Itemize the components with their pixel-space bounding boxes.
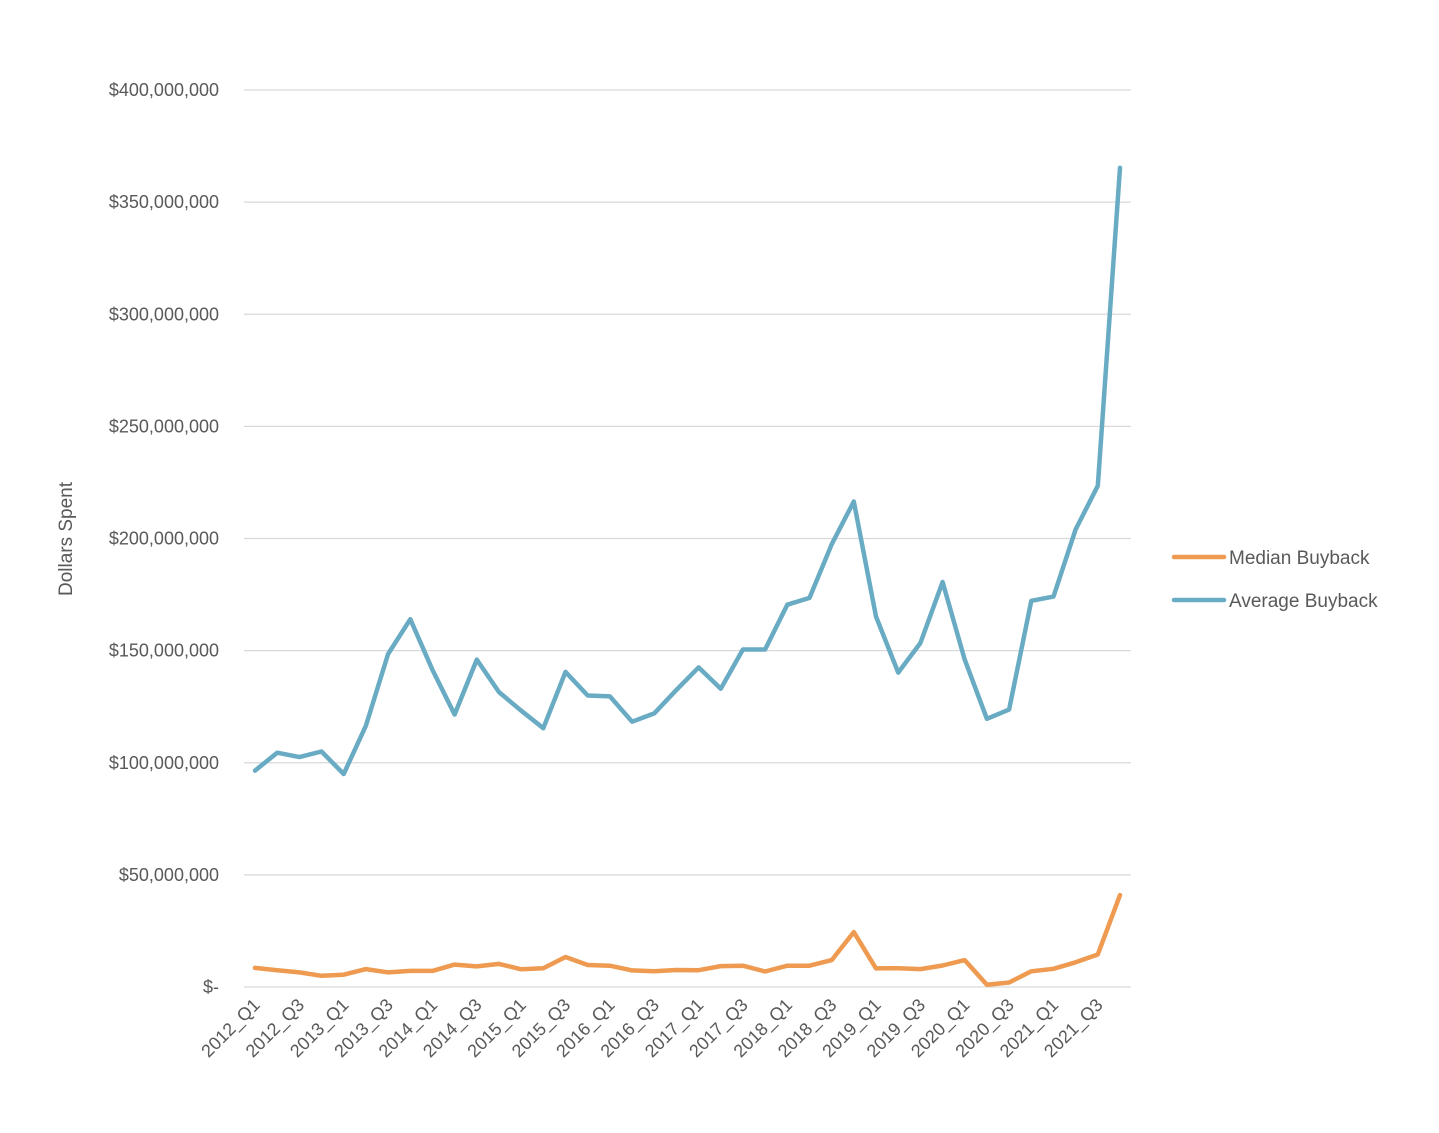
y-tick-label: $-: [203, 977, 219, 997]
y-tick-label: $250,000,000: [109, 416, 219, 436]
y-tick-label: $200,000,000: [109, 529, 219, 549]
gridlines: [244, 89, 1131, 988]
legend: Median Buyback Average Buyback: [1171, 548, 1378, 612]
series-lines: [252, 165, 1123, 988]
legend-label: Median Buyback: [1229, 548, 1370, 569]
y-axis-tick-labels: $- $50,000,000 $100,000,000 $150,000,000 $20…: [109, 80, 219, 997]
x-axis-tick-labels: 2012_Q12012_Q32013_Q12013_Q32014_Q12014_…: [197, 995, 1107, 1062]
series-line-median-buyback: [252, 892, 1123, 988]
y-tick-label: $100,000,000: [109, 753, 219, 773]
y-tick-label: $400,000,000: [109, 80, 219, 100]
y-tick-label: $50,000,000: [119, 865, 219, 885]
legend-label: Average Buyback: [1229, 591, 1378, 612]
y-tick-label: $150,000,000: [109, 641, 219, 661]
series-line-average-buyback: [252, 165, 1123, 777]
y-axis-label: Dollars Spent: [56, 481, 77, 596]
y-tick-label: $300,000,000: [109, 304, 219, 324]
y-tick-label: $350,000,000: [109, 192, 219, 212]
